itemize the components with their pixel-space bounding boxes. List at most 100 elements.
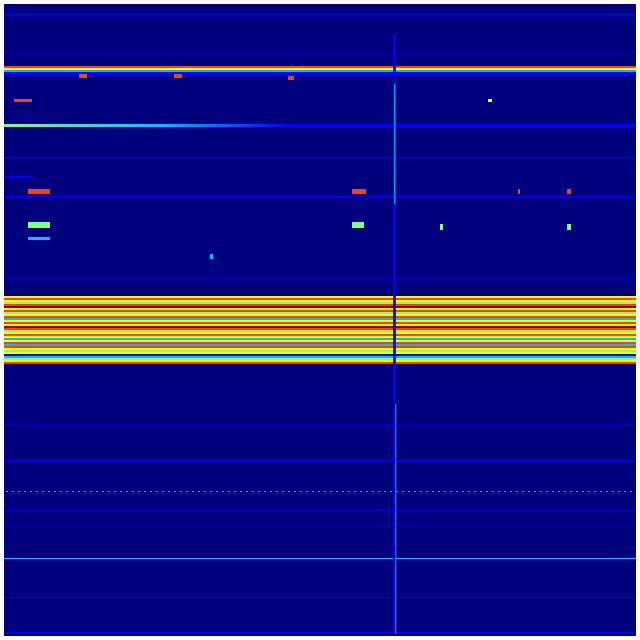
dotted-line-dot: [588, 491, 590, 492]
dotted-line-dot: [114, 491, 116, 492]
horizontal-line: [4, 510, 636, 511]
spectral-blob: [174, 74, 182, 78]
dotted-line-dot: [444, 491, 446, 492]
band-main-stripe: [4, 358, 636, 360]
dotted-line-dot: [624, 491, 626, 492]
dotted-line-dot: [534, 491, 536, 492]
dotted-line-dot: [18, 491, 20, 492]
spectral-blob: [518, 189, 520, 194]
band-main-stripe: [4, 336, 636, 338]
spectral-blob: [440, 224, 443, 230]
dotted-line-dot: [342, 491, 344, 492]
dotted-line-dot: [12, 491, 14, 492]
band-main-stripe: [4, 348, 636, 350]
band-main-stripe: [4, 332, 636, 334]
dotted-line-dot: [240, 491, 242, 492]
dotted-line-dot: [276, 491, 278, 492]
dotted-line-dot: [402, 491, 404, 492]
horizontal-line: [4, 52, 636, 53]
dotted-line-dot: [90, 491, 92, 492]
dotted-line-dot: [72, 491, 74, 492]
dotted-line-dot: [294, 491, 296, 492]
dotted-line-dot: [30, 491, 32, 492]
horizontal-line: [4, 278, 636, 279]
horizontal-line: [4, 597, 636, 598]
dotted-line-dot: [48, 491, 50, 492]
dotted-line-dot: [78, 491, 80, 492]
dotted-line-dot: [84, 491, 86, 492]
band-main-stripe: [4, 362, 636, 364]
band-main-stripe: [4, 326, 636, 328]
dotted-line-dot: [612, 491, 614, 492]
dotted-line-dot: [618, 491, 620, 492]
horizontal-line: [4, 460, 636, 462]
dotted-line-dot: [312, 491, 314, 492]
dotted-line-dot: [150, 491, 152, 492]
dotted-line-dot: [162, 491, 164, 492]
dotted-line-dot: [504, 491, 506, 492]
dotted-line-dot: [180, 491, 182, 492]
dotted-line-dot: [528, 491, 530, 492]
band-main-stripe: [4, 310, 636, 312]
dotted-line-dot: [360, 491, 362, 492]
vertical-streak: [393, 34, 396, 634]
horizontal-line: [4, 196, 636, 198]
band-main-stripe: [4, 324, 636, 326]
dotted-line-dot: [60, 491, 62, 492]
horizontal-line: [4, 157, 636, 159]
band-main-stripe: [4, 316, 636, 318]
band-main-stripe: [4, 296, 636, 298]
dotted-line-dot: [228, 491, 230, 492]
dotted-line-dot: [558, 491, 560, 492]
horizontal-line: [4, 524, 636, 525]
dotted-line-dot: [306, 491, 308, 492]
dotted-line-dot: [546, 491, 548, 492]
spectral-blob: [288, 76, 294, 80]
dotted-line-dot: [438, 491, 440, 492]
dotted-line-dot: [24, 491, 26, 492]
dotted-line-dot: [576, 491, 578, 492]
spectral-blob: [28, 189, 50, 194]
band-main-stripe: [4, 312, 636, 314]
dotted-line-dot: [510, 491, 512, 492]
spectral-blob: [488, 99, 492, 102]
dotted-line-dot: [594, 491, 596, 492]
dotted-line-dot: [300, 491, 302, 492]
dotted-line-dot: [270, 491, 272, 492]
dotted-line-dot: [462, 491, 464, 492]
band-top: [4, 68, 636, 70]
dotted-line-dot: [384, 491, 386, 492]
band-main-stripe: [4, 334, 636, 336]
dotted-line-dot: [552, 491, 554, 492]
dotted-line-dot: [474, 491, 476, 492]
dotted-line-dot: [222, 491, 224, 492]
dotted-line-dot: [108, 491, 110, 492]
dotted-line-dot: [168, 491, 170, 492]
horizontal-line-cyan: [4, 558, 636, 559]
dotted-line-dot: [414, 491, 416, 492]
dotted-line-dot: [630, 491, 632, 492]
band-main-stripe: [4, 308, 636, 310]
spectral-blob: [14, 99, 32, 102]
dotted-line-dot: [156, 491, 158, 492]
spectral-blob: [28, 222, 50, 228]
spectrogram-heatmap: [4, 4, 636, 636]
dotted-line-dot: [54, 491, 56, 492]
dotted-line-dot: [432, 491, 434, 492]
spectral-blob: [4, 176, 34, 178]
band-top: [4, 66, 636, 68]
dotted-line-dot: [132, 491, 134, 492]
band-main-stripe: [4, 340, 636, 342]
band-main-stripe: [4, 318, 636, 320]
band-top: [4, 70, 636, 72]
dotted-line-dot: [486, 491, 488, 492]
dotted-line-dot: [204, 491, 206, 492]
dotted-line-dot: [540, 491, 542, 492]
band-main-stripe: [4, 346, 636, 348]
dotted-line-dot: [564, 491, 566, 492]
dotted-line-dot: [426, 491, 428, 492]
dotted-line-dot: [372, 491, 374, 492]
dotted-line-dot: [186, 491, 188, 492]
dotted-line-dot: [102, 491, 104, 492]
dotted-line-dot: [480, 491, 482, 492]
